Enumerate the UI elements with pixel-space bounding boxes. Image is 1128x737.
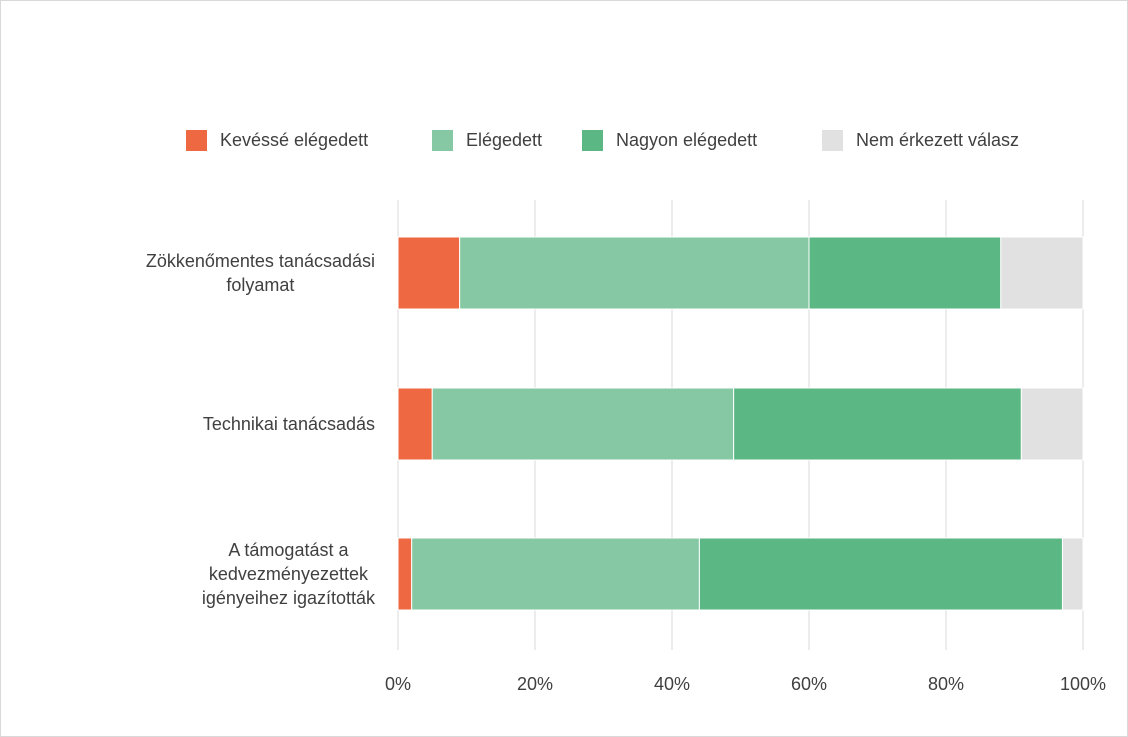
bar-segment [1000, 236, 1084, 310]
legend-swatch [186, 130, 207, 151]
x-tick-label: 100% [1060, 674, 1106, 694]
x-tick-label: 80% [928, 674, 964, 694]
x-tick-label: 60% [791, 674, 827, 694]
legend-label: Nagyon elégedett [616, 130, 757, 150]
legend-swatch [432, 130, 453, 151]
legend-label: Nem érkezett válasz [856, 130, 1019, 150]
bar-segment [397, 387, 433, 461]
bar-segment [808, 236, 1002, 310]
bar-segment [733, 387, 1022, 461]
legend-swatch [822, 130, 843, 151]
y-tick-label: Zökkenőmentes tanácsadási folyamat [145, 251, 375, 295]
y-tick-label: A támogatást a kedvezményezettek igényei… [201, 540, 375, 608]
bar-segment [397, 236, 461, 310]
bar-segment [411, 537, 700, 611]
bar-segment [1061, 537, 1084, 611]
x-tick-label: 20% [517, 674, 553, 694]
legend-label: Kevéssé elégedett [220, 130, 368, 150]
bar-segment [431, 387, 735, 461]
x-tick-label: 40% [654, 674, 690, 694]
bar-segment [397, 537, 413, 611]
category-label-box: A támogatást a kedvezményezettek igényei… [15, 538, 375, 610]
y-tick-label: Technikai tanácsadás [202, 414, 375, 434]
legend-swatch [582, 130, 603, 151]
category-label-box: Zökkenőmentes tanácsadási folyamat [15, 249, 375, 297]
category-label-box: Technikai tanácsadás [15, 412, 375, 436]
bar-segment [1020, 387, 1084, 461]
legend-label: Elégedett [466, 130, 542, 150]
x-tick-label: 0% [385, 674, 411, 694]
bar-segment [459, 236, 810, 310]
bar-segment [698, 537, 1063, 611]
